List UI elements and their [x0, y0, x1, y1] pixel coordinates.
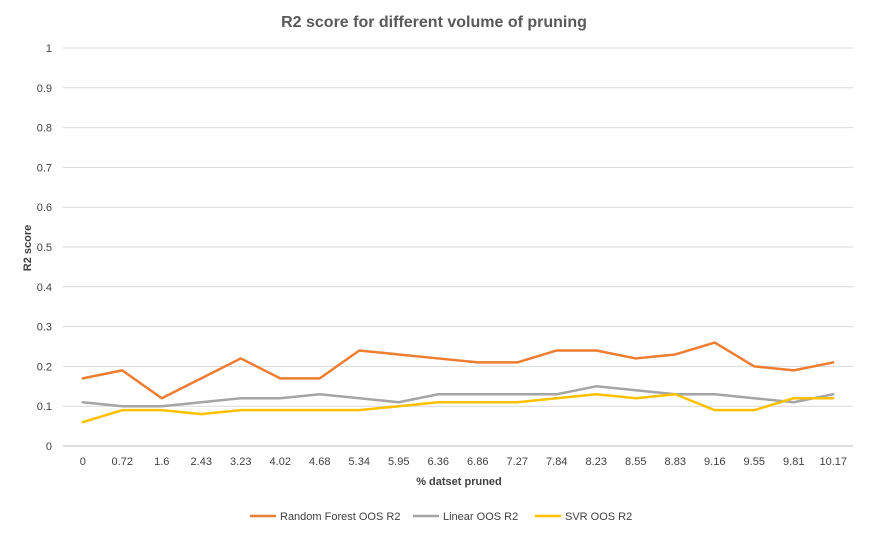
x-tick-label: 6.86: [467, 456, 488, 468]
x-tick-label: 6.36: [428, 456, 449, 468]
x-tick-label: 4.68: [309, 456, 330, 468]
y-tick-label: 0: [46, 441, 52, 453]
x-tick-label: 0.72: [112, 456, 133, 468]
x-tick-label: 3.23: [230, 456, 251, 468]
gridlines: [63, 47, 853, 447]
y-axis-ticks: 0 0.1 0.2 0.3 0.4 0.5 0.6 0.7 0.8 0.9 1: [37, 43, 52, 453]
legend-label: Linear OOS R2: [443, 511, 518, 523]
series-lines: [81, 341, 835, 424]
x-tick-label: 5.34: [349, 456, 370, 468]
series-line-1: [81, 385, 835, 408]
y-tick-label: 0.5: [37, 242, 52, 254]
y-tick-label: 0.6: [37, 202, 52, 214]
series-line-2: [81, 393, 835, 424]
series-line-0: [81, 341, 835, 400]
x-tick-label: 9.16: [704, 456, 725, 468]
legend-label: Random Forest OOS R2: [280, 511, 400, 523]
y-tick-label: 1: [46, 43, 52, 55]
chart-title: R2 score for different volume of pruning: [281, 14, 587, 31]
x-tick-label: 5.95: [388, 456, 409, 468]
x-tick-label: 7.27: [507, 456, 528, 468]
x-tick-label: 9.81: [783, 456, 804, 468]
y-tick-label: 0.3: [37, 322, 52, 334]
x-tick-label: 10.17: [819, 456, 847, 468]
x-tick-label: 8.55: [625, 456, 646, 468]
legend: Random Forest OOS R2 Linear OOS R2 SVR OOS…: [250, 511, 632, 523]
y-tick-label: 0.4: [37, 282, 52, 294]
x-tick-label: 1.6: [154, 456, 169, 468]
y-tick-label: 0.8: [37, 123, 52, 135]
y-tick-label: 0.7: [37, 162, 52, 174]
y-tick-label: 0.1: [37, 401, 52, 413]
x-tick-label: 8.23: [586, 456, 607, 468]
y-tick-label: 0.2: [37, 361, 52, 373]
x-tick-label: 9.55: [744, 456, 765, 468]
x-tick-label: 0: [80, 456, 86, 468]
x-axis-ticks: 0 0.72 1.6 2.43 3.23 4.02 4.68 5.34 5.95 6.36 6.86…: [80, 456, 847, 468]
x-axis-label: % datset pruned: [416, 476, 502, 488]
x-tick-label: 8.83: [665, 456, 686, 468]
x-tick-label: 7.84: [546, 456, 567, 468]
y-axis-label: R2 score: [22, 225, 34, 271]
y-tick-label: 0.9: [37, 83, 52, 95]
legend-label: SVR OOS R2: [565, 511, 632, 523]
x-tick-label: 4.02: [270, 456, 291, 468]
x-tick-label: 2.43: [191, 456, 212, 468]
